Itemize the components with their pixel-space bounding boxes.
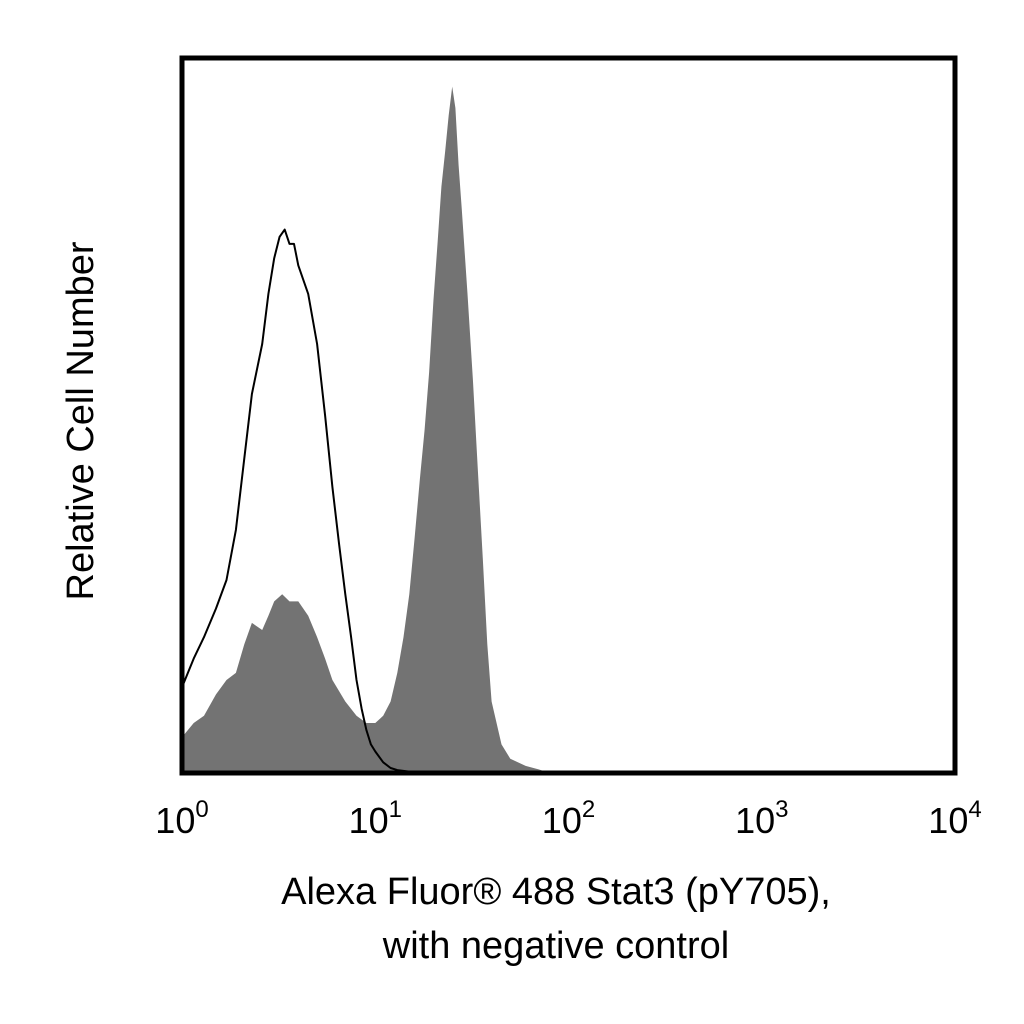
x-tick-label: 100 (155, 796, 208, 841)
series-layer (181, 86, 550, 774)
negative-control-outline-series (181, 228, 453, 774)
y-axis-title: Relative Cell Number (60, 241, 102, 600)
x-tick-labels: 100 101 102 103 104 (155, 796, 981, 841)
x-axis-title-line-1: Alexa Fluor® 488 Stat3 (pY705), (281, 871, 831, 913)
x-tick-label: 103 (735, 796, 788, 841)
x-axis-title-line-2: with negative control (382, 925, 729, 967)
x-tick-label: 102 (542, 796, 595, 841)
filled-histogram-series (182, 86, 550, 774)
plot-frame (179, 55, 958, 776)
x-tick-label: 101 (349, 796, 402, 841)
x-tick-label: 104 (928, 796, 981, 841)
